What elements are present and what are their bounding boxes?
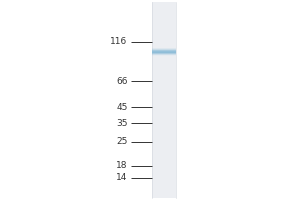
Text: 14: 14 [116, 174, 128, 182]
Text: 35: 35 [116, 118, 128, 128]
Text: 45: 45 [116, 102, 128, 112]
Bar [152, 54, 176, 55]
Bar [152, 53, 176, 54]
Bar [152, 48, 176, 49]
Bar [152, 52, 176, 53]
Bar [152, 54, 176, 55]
Bar [152, 51, 176, 52]
Bar [152, 49, 176, 50]
Bar [152, 52, 176, 53]
Text: 18: 18 [116, 162, 128, 170]
Bar [152, 53, 176, 54]
Bar [152, 48, 176, 49]
Text: 25: 25 [116, 138, 128, 146]
Text: 116: 116 [110, 38, 127, 46]
Bar [152, 52, 176, 53]
Bar [152, 49, 176, 50]
Bar [152, 2, 176, 198]
Text: 66: 66 [116, 76, 128, 86]
Bar [152, 51, 176, 52]
Bar [152, 50, 176, 51]
Bar [152, 50, 176, 51]
